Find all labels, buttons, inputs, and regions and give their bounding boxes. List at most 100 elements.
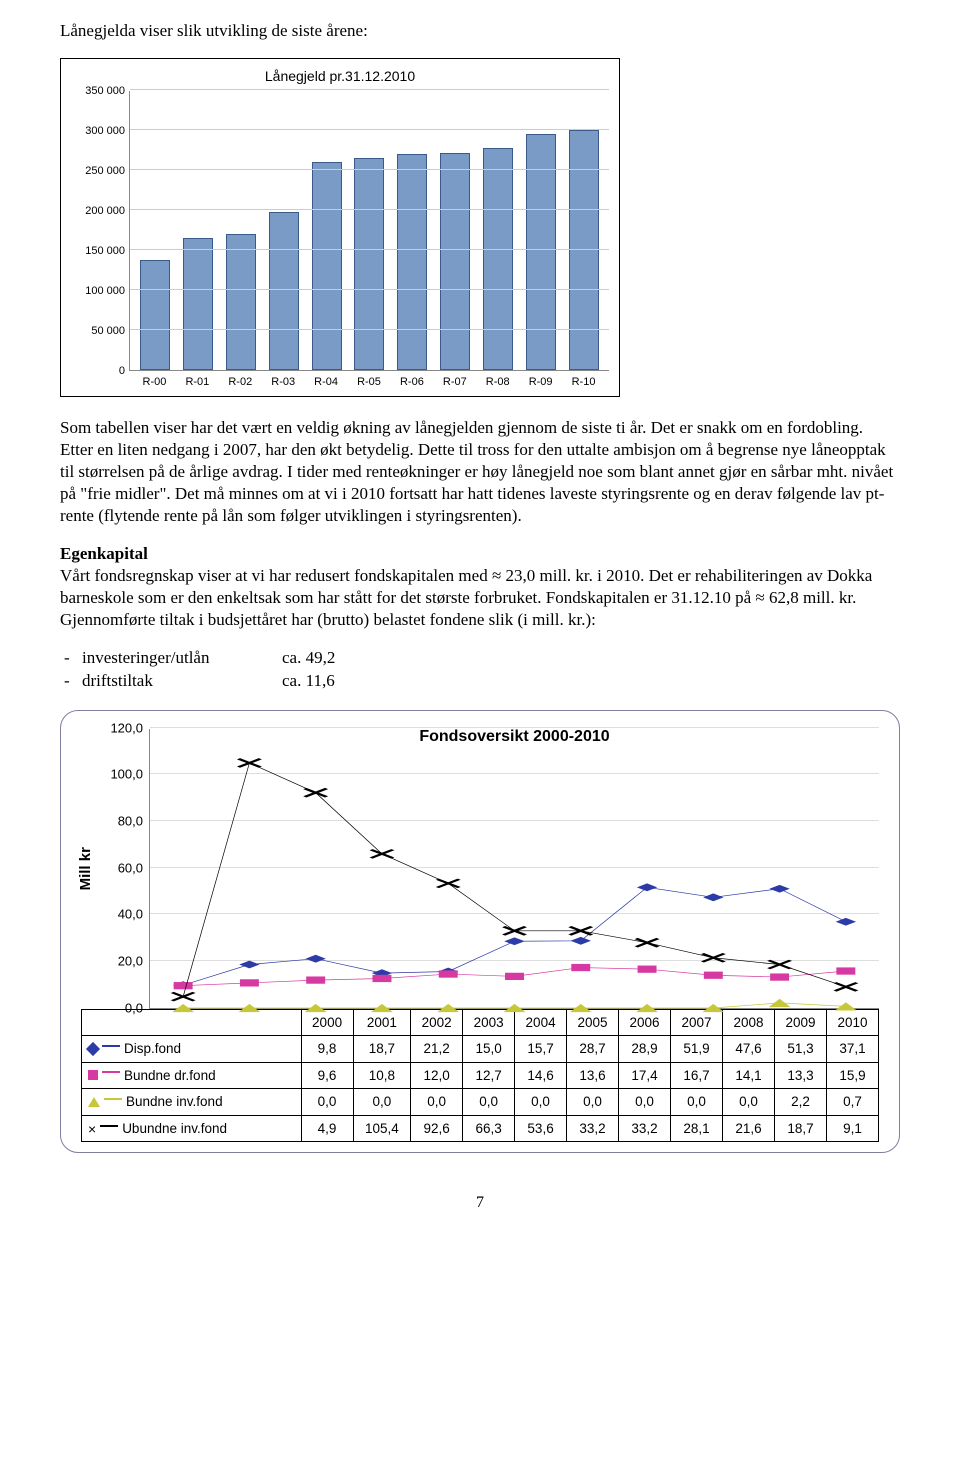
legend-series-name: Bundne inv.fond — [126, 1093, 223, 1111]
table-cell: 16,7 — [671, 1062, 723, 1089]
table-year-header: 2000 — [301, 1009, 353, 1036]
line-chart-plot-area: Fondsoversikt 2000-2010 — [149, 729, 879, 1009]
line-chart-yaxis: 0,020,040,060,080,0100,0120,0 — [101, 729, 149, 1009]
series-marker — [835, 1002, 857, 1010]
table-cell: 105,4 — [353, 1115, 411, 1142]
bar — [312, 162, 342, 370]
bar-chart-title: Lånegjeld pr.31.12.2010 — [71, 67, 609, 85]
bar — [354, 158, 384, 370]
body-paragraph-2: Vårt fondsregnskap viser at vi har redus… — [60, 566, 872, 629]
series-marker — [305, 954, 325, 962]
series-marker — [306, 976, 325, 983]
bar-xtick-label: R-04 — [311, 375, 341, 389]
line-ytick-label: 60,0 — [118, 860, 143, 877]
table-cell: 18,7 — [353, 1036, 411, 1063]
table-cell: 28,9 — [619, 1036, 671, 1063]
series-marker — [239, 960, 259, 968]
legend-marker-icon — [88, 1070, 98, 1080]
bar — [140, 260, 170, 370]
table-cell: 33,2 — [619, 1115, 671, 1142]
table-cell: 2,2 — [775, 1089, 827, 1116]
table-cell: 0,0 — [301, 1089, 353, 1116]
bar-xtick-label: R-08 — [483, 375, 513, 389]
line-chart-data-table: 2000200120022003200420052006200720082009… — [81, 1009, 879, 1143]
legend-marker-icon — [88, 1097, 100, 1107]
table-year-header: 2004 — [515, 1009, 567, 1036]
table-cell: 0,0 — [411, 1089, 463, 1116]
table-cell: 12,7 — [463, 1062, 515, 1089]
table-cell: 17,4 — [619, 1062, 671, 1089]
bar-ytick-label: 50 000 — [91, 324, 125, 338]
table-cell: 4,9 — [301, 1115, 353, 1142]
table-cell: 9,1 — [826, 1115, 878, 1142]
table-cell: 14,6 — [515, 1062, 567, 1089]
table-cell: 14,1 — [723, 1062, 775, 1089]
series-marker — [636, 938, 658, 946]
bar-xtick-label: R-10 — [569, 375, 599, 389]
bar — [183, 238, 213, 370]
page-number: 7 — [60, 1193, 900, 1214]
bullet-item: -investeringer/utlånca. 49,2 — [64, 647, 900, 669]
egenkapital-heading: Egenkapital — [60, 544, 148, 563]
series-line — [183, 887, 846, 985]
table-year-header: 2001 — [353, 1009, 411, 1036]
series-marker — [371, 849, 393, 857]
table-cell: 37,1 — [826, 1036, 878, 1063]
bar-chart-xaxis: R-00R-01R-02R-03R-04R-05R-06R-07R-08R-09… — [129, 371, 609, 389]
series-marker — [437, 879, 459, 887]
body-paragraph-1: Som tabellen viser har det vært en veldi… — [60, 417, 900, 527]
table-row: Bundne inv.fond0,00,00,00,00,00,00,00,00… — [82, 1089, 879, 1116]
legend-series-name: Ubundne inv.fond — [122, 1120, 227, 1138]
bar-xtick-label: R-06 — [397, 375, 427, 389]
series-marker — [238, 758, 260, 766]
table-year-header: 2009 — [775, 1009, 827, 1036]
series-marker — [769, 998, 791, 1006]
bar-chart-plot-area — [129, 91, 609, 371]
series-marker — [702, 953, 724, 961]
bar-xtick-label: R-05 — [354, 375, 384, 389]
bar-ytick-label: 100 000 — [85, 284, 125, 298]
series-marker — [571, 937, 591, 945]
bar-ytick-label: 250 000 — [85, 164, 125, 178]
table-cell: 0,0 — [353, 1089, 411, 1116]
table-cell: 51,3 — [775, 1036, 827, 1063]
series-marker — [704, 971, 723, 978]
bar — [483, 148, 513, 370]
table-cell: 15,9 — [826, 1062, 878, 1089]
line-ytick-label: 120,0 — [110, 720, 143, 737]
series-marker — [637, 883, 657, 891]
legend-marker-icon: × — [88, 1124, 96, 1134]
table-cell: 28,7 — [567, 1036, 619, 1063]
legend-marker-icon — [86, 1042, 100, 1056]
series-marker — [835, 982, 857, 990]
table-cell: 66,3 — [463, 1115, 515, 1142]
line-chart-svg — [150, 729, 879, 1008]
table-cell: 0,0 — [515, 1089, 567, 1116]
table-cell: 28,1 — [671, 1115, 723, 1142]
bar-xtick-label: R-00 — [139, 375, 169, 389]
egenkapital-paragraph: Egenkapital Vårt fondsregnskap viser at … — [60, 543, 900, 631]
series-marker — [305, 788, 327, 796]
bar-xtick-label: R-02 — [225, 375, 255, 389]
series-marker — [638, 965, 657, 972]
table-cell: 13,3 — [775, 1062, 827, 1089]
bar-xtick-label: R-01 — [182, 375, 212, 389]
series-marker — [769, 960, 791, 968]
intro-text: Lånegjelda viser slik utvikling de siste… — [60, 20, 900, 42]
bar-xtick-label: R-07 — [440, 375, 470, 389]
bar-ytick-label: 300 000 — [85, 124, 125, 138]
bar-ytick-label: 350 000 — [85, 84, 125, 98]
table-year-header: 2003 — [463, 1009, 515, 1036]
series-marker — [172, 992, 194, 1000]
bar — [440, 153, 470, 371]
table-cell: 47,6 — [723, 1036, 775, 1063]
table-year-header: 2010 — [826, 1009, 878, 1036]
table-cell: 21,2 — [411, 1036, 463, 1063]
table-cell: 10,8 — [353, 1062, 411, 1089]
table-cell: 53,6 — [515, 1115, 567, 1142]
series-marker — [571, 964, 590, 971]
table-year-header: 2006 — [619, 1009, 671, 1036]
table-cell: 0,7 — [826, 1089, 878, 1116]
table-cell: 9,6 — [301, 1062, 353, 1089]
bar — [569, 130, 599, 370]
